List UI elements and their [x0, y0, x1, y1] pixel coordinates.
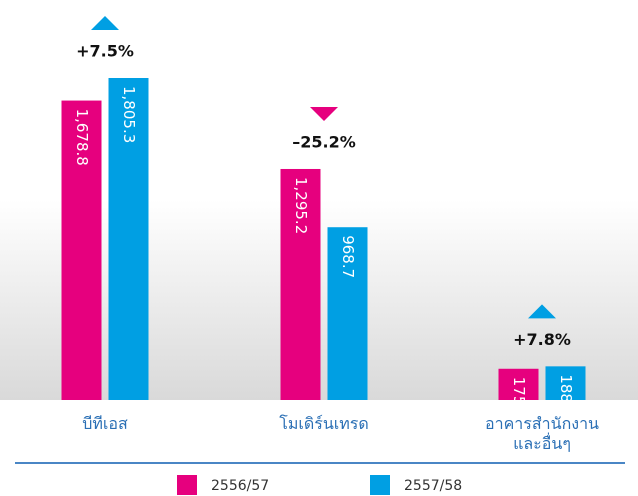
value-label: 1,295.2	[292, 177, 310, 234]
change-label: +7.5%	[76, 42, 134, 61]
change-label: –25.2%	[292, 132, 356, 151]
bar	[280, 168, 321, 400]
change-arrow	[528, 304, 556, 319]
change-label: +7.8%	[513, 330, 571, 349]
legend-swatch	[370, 475, 390, 495]
bar	[545, 366, 586, 400]
bar	[327, 227, 368, 400]
value-label: 1,678.8	[73, 109, 91, 166]
change-arrow	[91, 16, 119, 30]
legend-label: 2557/58	[404, 478, 462, 494]
legend-label: 2556/57	[211, 478, 269, 494]
category-label: โมเดิร์นเทรด	[279, 414, 369, 433]
change-arrow	[310, 106, 338, 121]
bar	[108, 78, 149, 400]
value-label: 175.1	[510, 377, 528, 420]
bar	[498, 368, 539, 400]
value-label: 968.7	[339, 235, 357, 278]
value-label: 1,805.3	[120, 86, 138, 143]
category-label: บีทีเอส	[82, 414, 128, 433]
legend-swatch	[177, 475, 197, 495]
value-label: 188.7	[557, 374, 575, 417]
category-label: อาคารสำนักงาน และอื่นๆ	[485, 414, 599, 453]
bar	[61, 100, 102, 400]
